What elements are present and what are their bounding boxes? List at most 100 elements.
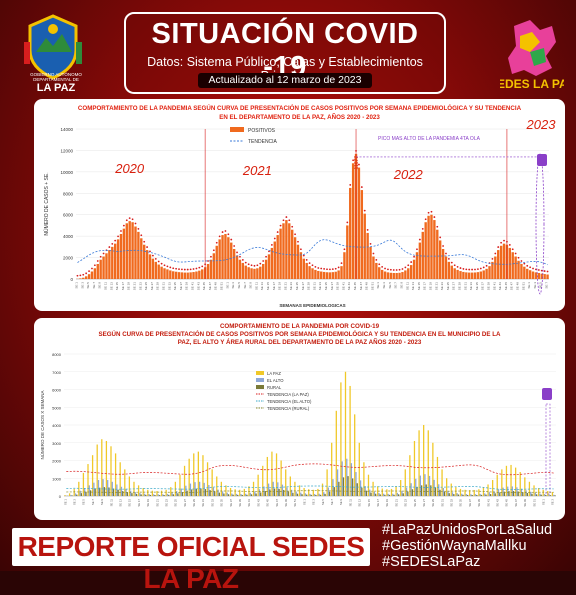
chart-panel-department: COMPORTAMIENTO DE LA PANDEMIA SEGÚN CURV…: [34, 99, 565, 311]
chart1-data-label-dot: [280, 225, 282, 227]
org-name: GOBIERNO AUTÓNOMO DEPARTAMENTAL DE: [14, 72, 98, 82]
chart1-data-label-dot: [207, 260, 209, 262]
chart1-bar: [543, 274, 545, 279]
chart1-x-tick-label: SE 39: [487, 282, 491, 291]
chart1-data-label-dot: [213, 249, 215, 251]
chart2-bar-la-paz: [92, 455, 93, 496]
chart2-bar-rural: [499, 492, 500, 496]
chart2-bar-el-alto: [493, 491, 494, 496]
chart1-bar: [314, 270, 316, 279]
chart1-x-tick-label: SE 39: [185, 282, 189, 291]
chart2-x-tick-label: SE 37: [229, 499, 233, 507]
chart1-bar: [181, 272, 183, 279]
chart1-bar: [189, 272, 191, 279]
chart2-bar-rural: [393, 495, 394, 496]
chart2-bar-el-alto: [452, 492, 453, 496]
chart2-x-tick-label: SE 21: [155, 499, 159, 507]
chart2-x-tick-label: SE 1: [63, 499, 67, 506]
chart1-x-tick-label: SE 11: [103, 282, 107, 290]
chart1-x-tick-label: SE 7: [394, 282, 398, 289]
chart2-x-tick-label: SE 13: [118, 499, 122, 507]
chart2-bar-la-paz: [239, 490, 240, 496]
chart1-bar: [108, 250, 110, 279]
chart1-bar: [462, 272, 464, 279]
chart2-svg: 010002000300040005000600070008000NÚMERO …: [34, 318, 565, 520]
chart2-legend-swatch: [256, 371, 264, 375]
chart1-data-label-dot: [236, 252, 238, 254]
chart1-bar: [546, 275, 548, 280]
chart1-data-label-dot: [547, 271, 549, 273]
chart1-bar: [253, 269, 255, 279]
chart1-bar: [117, 239, 119, 279]
chart1-x-tick-label: SE 3: [80, 282, 84, 289]
chart2-bar-la-paz: [78, 482, 79, 496]
chart2-bar-la-paz: [441, 469, 442, 496]
chart2-bar-rural: [251, 494, 252, 496]
chart1-bar: [358, 168, 360, 279]
chart2-bar-la-paz: [520, 472, 521, 496]
chart1-data-label-dot: [500, 242, 502, 244]
chart2-legend-label: RURAL: [267, 385, 282, 390]
report-banner: REPORTE OFICIAL SEDES LA PAZ: [12, 528, 370, 566]
chart1-bar: [149, 254, 151, 279]
chart2-bar-el-alto: [328, 487, 329, 496]
chart1-bar: [123, 229, 125, 279]
chart1-x-tick-label: SE 23: [138, 282, 142, 291]
chart2-bar-la-paz: [74, 489, 75, 496]
chart2-bar-el-alto: [388, 494, 389, 496]
chart2-x-tick-label: SE 37: [468, 499, 472, 507]
chart2-bar-rural: [531, 494, 532, 496]
hashtag[interactable]: #SEDESLaPaz: [382, 554, 572, 570]
chart2-bar-la-paz: [202, 455, 203, 496]
chart1-bar: [526, 269, 528, 279]
chart2-bar-la-paz: [340, 382, 341, 496]
chart1-data-label-dot: [294, 233, 296, 235]
chart2-bar-el-alto: [79, 491, 80, 496]
chart2-bar-rural: [76, 495, 77, 496]
chart1-bar: [311, 268, 313, 279]
chart2-latest-week-highlight: [546, 404, 550, 494]
hashtag[interactable]: #LaPazUnidosPorLaSalud: [382, 522, 572, 538]
chart2-bar-el-alto: [181, 489, 182, 496]
chart1-data-label-dot: [404, 267, 406, 269]
chart1-data-label-dot: [393, 269, 395, 271]
chart1-x-tick-label: SE 5: [388, 282, 392, 289]
chart1-x-tick-label: SE 29: [307, 282, 311, 291]
chart1-bar: [102, 257, 104, 280]
chart2-bar-el-alto: [240, 494, 241, 496]
chart2-x-tick-label: SE 43: [256, 499, 260, 507]
chart1-bar: [503, 244, 505, 279]
chart2-subtitle: SEGÚN CURVA DE PRESENTACIÓN DE CASOS POS…: [94, 331, 505, 347]
chart2-bar-rural: [403, 493, 404, 496]
chart1-bar: [239, 260, 241, 279]
chart2-bar-la-paz: [193, 453, 194, 496]
chart1-annotation: PICO MAS ALTO DE LA PANDEMIA 4TA OLA: [378, 136, 481, 142]
chart1-data-label-dot: [108, 246, 110, 248]
chart1-bar: [375, 263, 377, 279]
chart2-trend-line: [66, 491, 553, 493]
chart1-data-label-dot: [94, 264, 96, 266]
chart1-bar: [393, 273, 395, 279]
chart1-x-tick-label: SE 37: [330, 282, 334, 291]
chart2-bar-la-paz: [280, 461, 281, 497]
hashtag[interactable]: #GestiónWaynaMallku: [382, 538, 572, 554]
chart1-bar: [169, 270, 171, 279]
chart2-y-tick-label: 0: [59, 494, 62, 499]
chart2-x-tick-label: SE 47: [514, 499, 518, 507]
chart1-data-label-dot: [155, 258, 157, 260]
chart1-data-label-dot: [288, 219, 290, 221]
chart1-bar: [175, 272, 177, 279]
report-background: GOBIERNO AUTÓNOMO DEPARTAMENTAL DE LA PA…: [0, 0, 576, 571]
chart2-x-tick-label: SE 15: [367, 499, 371, 507]
chart2-bar-rural: [370, 493, 371, 496]
chart2-x-tick-label: SE 27: [183, 499, 187, 507]
chart2-y-tick-label: 7000: [52, 370, 62, 375]
chart1-data-label-dot: [103, 253, 105, 255]
chart1-data-label-dot: [323, 268, 325, 270]
chart1-bar: [436, 230, 438, 279]
chart1-x-tick-label: SE 1: [225, 282, 229, 289]
chart1-bar: [439, 240, 441, 279]
chart1-bar: [422, 232, 424, 279]
chart1-bar: [213, 253, 215, 279]
